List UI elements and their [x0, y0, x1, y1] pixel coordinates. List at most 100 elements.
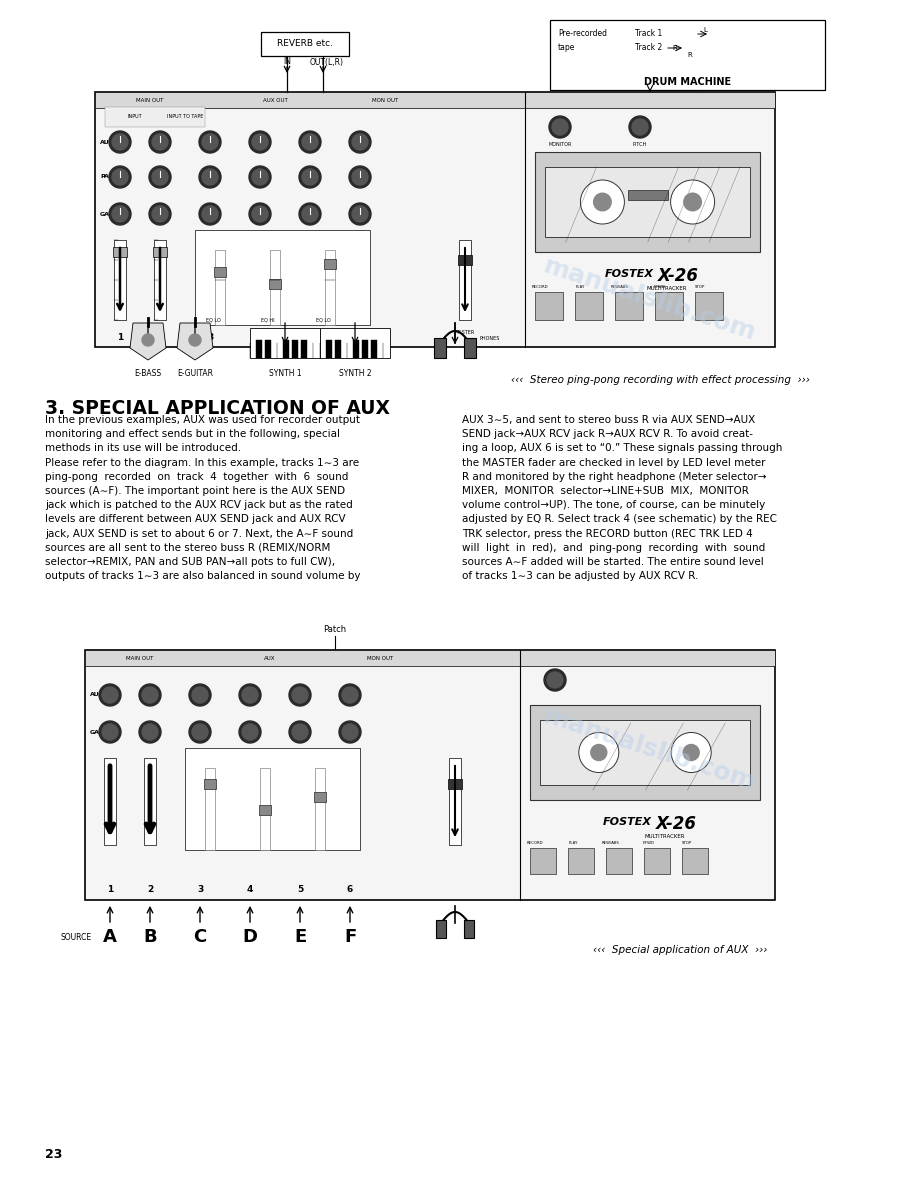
Text: MONITOR: MONITOR [548, 143, 572, 147]
Circle shape [552, 119, 568, 135]
Bar [644, 848, 670, 874]
Text: tape: tape [558, 44, 576, 52]
Bar [195, 230, 370, 326]
Polygon shape [177, 323, 213, 360]
Text: E-GUITAR: E-GUITAR [177, 368, 213, 378]
Bar [362, 340, 368, 358]
Bar [185, 748, 360, 849]
Circle shape [580, 181, 624, 225]
Circle shape [594, 194, 611, 210]
Bar [326, 340, 332, 358]
Text: 2: 2 [157, 333, 163, 341]
Bar [535, 152, 760, 252]
Text: ping-pong  recorded  on  track  4  together  with  6  sound: ping-pong recorded on track 4 together w… [45, 472, 348, 482]
Bar [314, 792, 326, 802]
Text: SYNTH 1: SYNTH 1 [269, 368, 301, 378]
Text: INPUT TO TAPE: INPUT TO TAPE [167, 114, 203, 120]
Bar [464, 339, 476, 358]
Bar [265, 340, 271, 358]
Text: PAN: PAN [100, 175, 114, 179]
Circle shape [292, 723, 308, 740]
Bar [550, 20, 825, 90]
Text: TRK selector, press the RECORD button (REC TRK LED 4: TRK selector, press the RECORD button (R… [462, 529, 753, 538]
Bar [105, 107, 205, 127]
Text: 1: 1 [117, 333, 123, 341]
Circle shape [299, 203, 321, 225]
Text: MULTITRACKER: MULTITRACKER [646, 285, 687, 291]
Text: volume control→UP). The tone, of course, can be minutely: volume control→UP). The tone, of course,… [462, 500, 766, 510]
Circle shape [202, 134, 218, 150]
Circle shape [242, 723, 258, 740]
Text: ‹‹‹  Stereo ping-pong recording with effect processing  ›››: ‹‹‹ Stereo ping-pong recording with effe… [510, 375, 810, 385]
Circle shape [149, 203, 171, 225]
Text: STOP: STOP [682, 841, 692, 845]
Text: REW/ABS: REW/ABS [602, 841, 620, 845]
Text: F.FWD: F.FWD [643, 841, 655, 845]
Circle shape [349, 166, 371, 188]
Text: sources A∼F added will be started. The entire sound level: sources A∼F added will be started. The e… [462, 557, 764, 567]
Text: AUX: AUX [90, 693, 105, 697]
Circle shape [99, 721, 121, 742]
Text: PITCH: PITCH [633, 143, 647, 147]
Circle shape [793, 38, 801, 46]
Bar [458, 255, 472, 265]
Text: 23: 23 [45, 1149, 62, 1162]
Text: PLAY: PLAY [576, 285, 585, 289]
Circle shape [549, 116, 571, 138]
Text: GAIN: GAIN [90, 729, 107, 734]
Circle shape [202, 206, 218, 222]
Circle shape [109, 166, 131, 188]
Bar [269, 279, 281, 289]
Text: 5: 5 [307, 333, 313, 341]
Text: methods in its use will be introduced.: methods in its use will be introduced. [45, 443, 241, 454]
Circle shape [741, 38, 749, 46]
Bar [434, 339, 446, 358]
Bar [215, 249, 225, 326]
Bar [540, 720, 750, 785]
Circle shape [239, 684, 261, 706]
Text: EQ LO: EQ LO [316, 317, 330, 322]
Circle shape [339, 721, 361, 742]
Text: E: E [294, 928, 306, 946]
Circle shape [579, 733, 619, 772]
Bar [320, 328, 390, 358]
Bar [283, 340, 289, 358]
Bar [436, 920, 446, 939]
Bar [606, 848, 632, 874]
Bar [325, 249, 335, 326]
Circle shape [199, 203, 221, 225]
Circle shape [112, 206, 128, 222]
Circle shape [547, 672, 563, 688]
Bar [270, 249, 280, 326]
Text: X-26: X-26 [658, 267, 700, 285]
Circle shape [112, 134, 128, 150]
Text: FOSTEX: FOSTEX [602, 817, 652, 827]
Bar [301, 340, 307, 358]
Bar [113, 247, 127, 257]
Text: A: A [103, 928, 117, 946]
Circle shape [342, 723, 358, 740]
Bar [459, 240, 471, 320]
Circle shape [252, 134, 268, 150]
Text: Please refer to the diagram. In this example, tracks 1∼3 are: Please refer to the diagram. In this exa… [45, 457, 359, 468]
Circle shape [629, 116, 651, 138]
Bar [615, 292, 643, 320]
Bar [655, 292, 683, 320]
Text: selector→REMIX, PAN and SUB PAN→all pots to full CW),: selector→REMIX, PAN and SUB PAN→all pots… [45, 557, 335, 567]
Text: C: C [194, 928, 207, 946]
Bar [464, 920, 474, 939]
Text: EQ LO: EQ LO [206, 317, 220, 322]
Polygon shape [130, 323, 166, 360]
Text: MIXER,  MONITOR  selector→LINE+SUB  MIX,  MONITOR: MIXER, MONITOR selector→LINE+SUB MIX, MO… [462, 486, 749, 497]
Circle shape [289, 684, 311, 706]
Circle shape [780, 38, 788, 46]
Text: monitoring and effect sends but in the following, special: monitoring and effect sends but in the f… [45, 429, 340, 440]
Circle shape [249, 203, 271, 225]
Circle shape [342, 687, 358, 703]
Circle shape [152, 134, 168, 150]
Bar [95, 91, 775, 347]
Text: R and monitored by the right headphone (Meter selector→: R and monitored by the right headphone (… [462, 472, 767, 482]
Text: FOSTEX: FOSTEX [605, 268, 654, 279]
Circle shape [252, 169, 268, 185]
Text: B: B [143, 928, 157, 946]
